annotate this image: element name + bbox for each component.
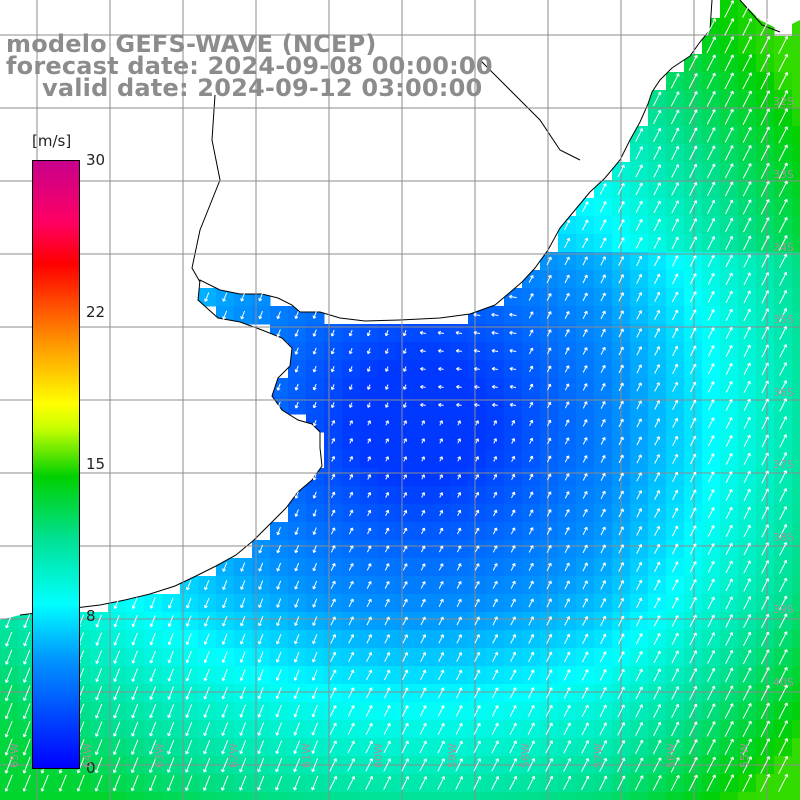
lat-label: 37S	[773, 458, 794, 471]
land-area	[0, 0, 712, 620]
lat-label: 33S	[773, 168, 794, 181]
model-title: modelo GEFS-WAVE (NCEP)	[6, 30, 377, 58]
land-area	[740, 0, 800, 30]
lon-label: 65W	[8, 743, 21, 768]
colorbar-tick: 8	[86, 607, 96, 625]
colorbar-tick: 30	[86, 151, 106, 169]
border-line	[191, 94, 221, 283]
lon-label: 60W	[372, 743, 385, 768]
lon-label: 61W	[300, 743, 313, 768]
colorbar-tick: 15	[86, 455, 106, 473]
lat-label: 32S	[773, 95, 794, 108]
lat-label: 38S	[773, 531, 794, 544]
lon-label: 63W	[153, 743, 166, 768]
forecast-date: forecast date: 2024-09-08 00:00:00	[6, 52, 493, 80]
lat-label: 40S	[773, 676, 794, 689]
lon-label: 64W	[81, 743, 94, 768]
lon-label: 55W	[738, 743, 751, 768]
lon-label: 56W	[665, 743, 678, 768]
lat-label: 36S	[773, 386, 794, 399]
lon-label: 57W	[592, 743, 605, 768]
lat-label: 34S	[773, 241, 794, 254]
valid-date: valid date: 2024-09-12 03:00:00	[42, 74, 483, 102]
lat-label: 35S	[773, 313, 794, 326]
lon-label: 58W	[519, 743, 532, 768]
coastline	[19, 0, 713, 616]
lon-label: 62W	[227, 743, 240, 768]
colorbar-tick: 22	[86, 303, 106, 321]
colorbar-unit: [m/s]	[32, 132, 72, 150]
lon-label: 59W	[446, 743, 459, 768]
colorbar	[32, 160, 80, 769]
lat-label: 39S	[773, 603, 794, 616]
border-line	[479, 59, 581, 161]
wind-arrows	[4, 0, 789, 792]
colorbar-tick: 0	[86, 759, 96, 777]
